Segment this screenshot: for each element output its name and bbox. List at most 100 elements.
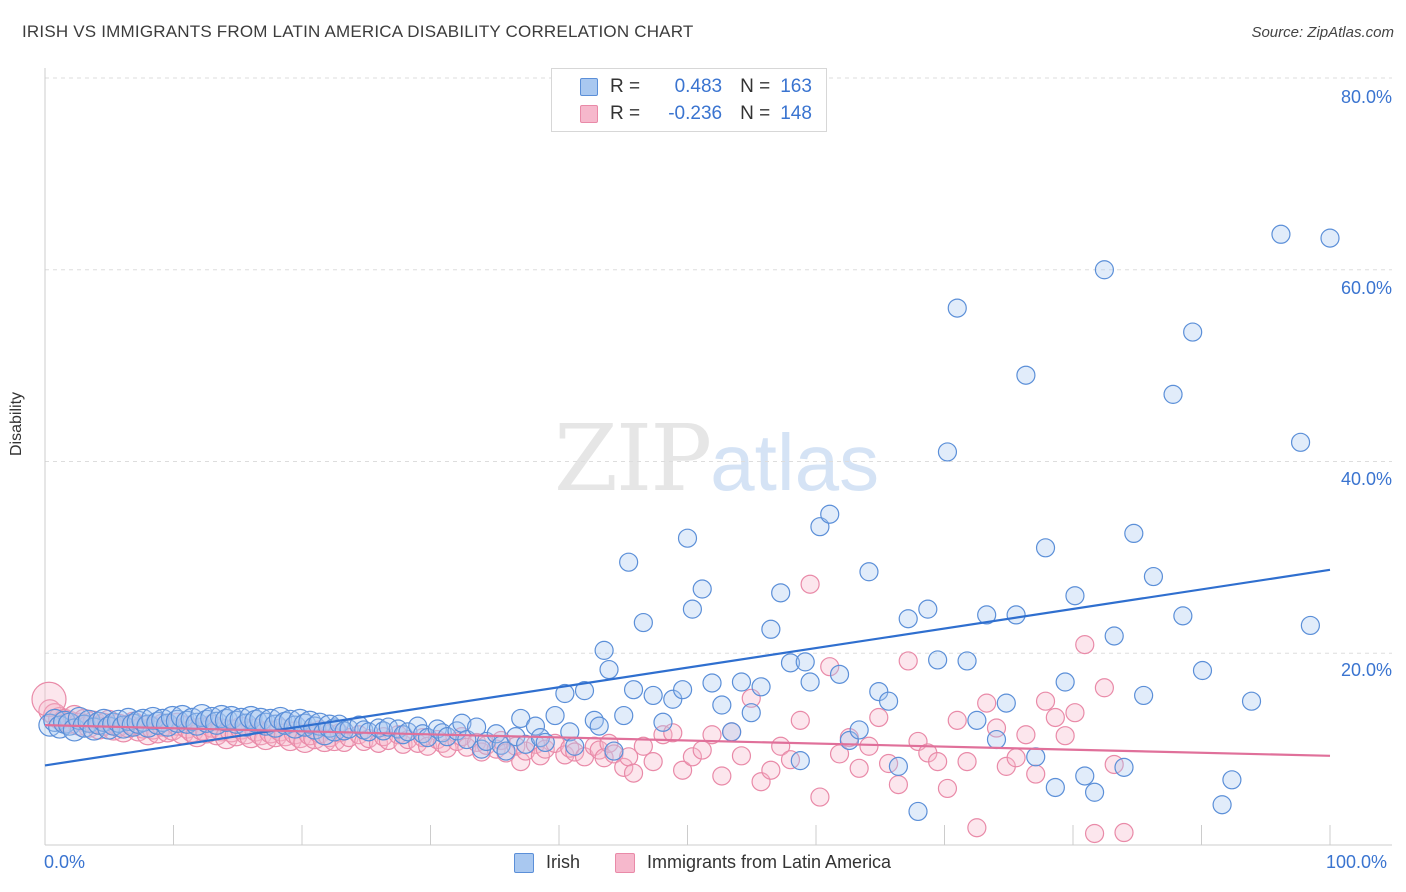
latin-point [692, 740, 712, 760]
irish-point [1016, 365, 1036, 385]
latin-point [790, 710, 810, 730]
irish-point [486, 724, 506, 744]
irish-point [790, 751, 810, 771]
series-legend: Irish Immigrants from Latin America [0, 852, 1406, 876]
latin-point [928, 751, 948, 772]
watermark: ZIPatlas [554, 405, 879, 512]
latin-point [869, 707, 889, 728]
irish-point [1114, 757, 1134, 777]
irish-point [1045, 777, 1065, 798]
irish-point [937, 442, 958, 462]
latin-point [800, 574, 820, 594]
legend-r-label: R = [610, 103, 641, 124]
irish-point [619, 552, 639, 572]
latin-point [702, 725, 722, 745]
watermark-atlas: atlas [710, 418, 880, 507]
y-axis-label: Disability [8, 391, 25, 456]
latin-point [947, 710, 967, 730]
irish-point [643, 685, 663, 706]
correlation-legend: R = 0.483 N = 163 R = -0.236 N = 148 [551, 68, 827, 132]
latin-point [849, 758, 869, 778]
irish-point [437, 727, 457, 747]
irish-point [712, 695, 732, 715]
latin-point [511, 751, 531, 772]
legend-item-irish: Irish [514, 852, 580, 873]
irish-point [1173, 606, 1193, 626]
latin-point [731, 746, 752, 766]
latin-point [957, 751, 977, 772]
legend-item-latin: Immigrants from Latin America [615, 852, 891, 873]
irish-point [1055, 672, 1075, 692]
latin-point [31, 681, 67, 717]
irish-point [771, 583, 791, 603]
irish-point [1163, 384, 1183, 404]
irish-point [829, 664, 850, 684]
irish-point [653, 712, 673, 732]
legend-n-label: N = [740, 103, 771, 124]
irish-point [574, 681, 595, 701]
y-tick-label-40: 40.0% [1340, 469, 1392, 489]
irish-point [1094, 260, 1114, 280]
irish-point [623, 680, 644, 700]
irish-point [1084, 782, 1105, 802]
legend-r-value: 0.483 [674, 76, 723, 97]
latin-point [516, 741, 536, 761]
irish-point [398, 722, 418, 742]
irish-point [692, 579, 712, 599]
latin-point [457, 737, 477, 757]
latin-point [1075, 635, 1095, 655]
watermark-zip: ZIP [554, 405, 712, 512]
legend-irish-label: Irish [546, 852, 581, 872]
irish-points [38, 224, 1340, 822]
x-tick-label-100: 100.0% [1326, 852, 1388, 872]
latin-point [712, 766, 732, 786]
latin-point [594, 748, 614, 768]
trend-lines [44, 568, 1331, 767]
latin-point [1094, 678, 1114, 698]
irish-point [1241, 691, 1262, 711]
irish-point [1212, 795, 1232, 815]
latin-point [1045, 707, 1065, 728]
irish-point [1290, 432, 1311, 452]
latin-point [977, 693, 997, 713]
irish-swatch-icon [580, 78, 598, 96]
irish-point [1300, 615, 1320, 636]
y-tick-label-20: 20.0% [1340, 660, 1392, 680]
irish-point [663, 689, 683, 709]
latin-point [672, 760, 693, 780]
latin-point [1114, 822, 1134, 843]
irish-point [977, 605, 997, 625]
irish-point [1035, 538, 1056, 558]
irish-point [702, 673, 722, 693]
irish-point [800, 672, 820, 692]
irish-point [555, 683, 575, 704]
irish-point [604, 741, 624, 761]
latin-point [1065, 703, 1085, 723]
irish-point [1006, 605, 1026, 625]
y-tick-label-80: 80.0% [1340, 87, 1392, 107]
latin-point [967, 818, 987, 838]
latin-point [859, 736, 879, 756]
irish-point [589, 716, 609, 736]
latin-point [898, 651, 918, 671]
irish-point [672, 680, 693, 700]
latin-point [937, 778, 958, 799]
irish-point [878, 691, 899, 711]
irish-point [1271, 224, 1291, 244]
latin-point [643, 751, 663, 772]
latin-point [761, 760, 781, 780]
irish-point [1320, 228, 1340, 248]
irish-point [928, 650, 948, 670]
irish-point [565, 736, 585, 756]
irish-trend-line [44, 568, 1331, 767]
irish-point [820, 504, 840, 524]
irish-point [594, 640, 614, 660]
latin-point [820, 657, 840, 677]
legend-r-label: R = [610, 76, 641, 97]
latin-point [986, 718, 1007, 738]
irish-point [525, 716, 546, 736]
irish-point [1192, 660, 1213, 681]
source-credit: Source: ZipAtlas.com [1251, 24, 1394, 41]
latin-point [623, 763, 644, 783]
